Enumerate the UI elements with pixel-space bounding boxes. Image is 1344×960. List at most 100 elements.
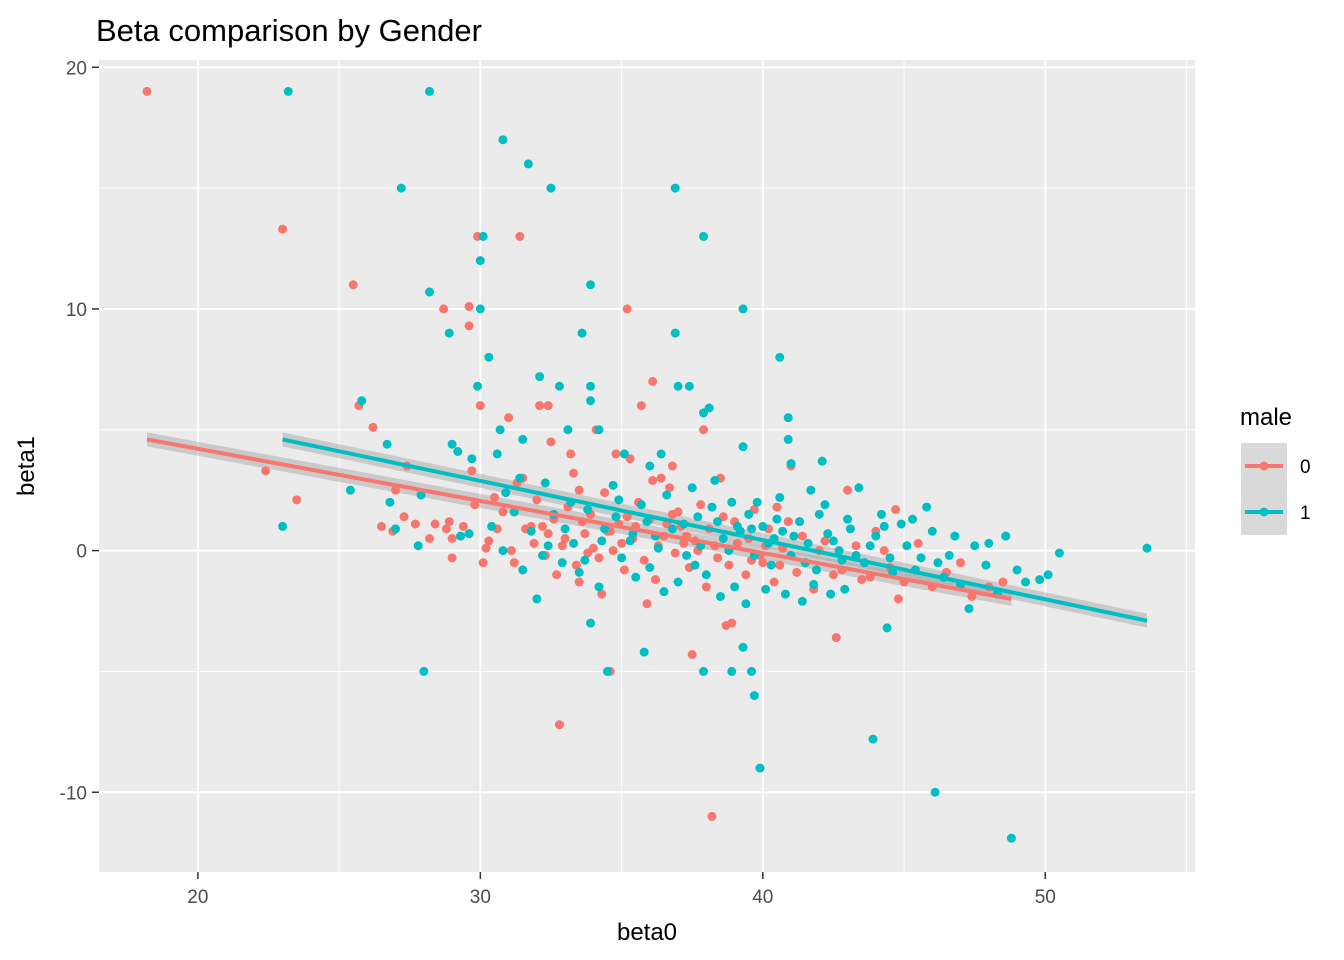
point-series-0 — [893, 594, 903, 604]
point-series-1 — [642, 517, 652, 527]
point-series-1 — [927, 526, 937, 536]
point-series-0 — [430, 519, 440, 529]
point-series-1 — [611, 512, 621, 522]
point-series-1 — [523, 159, 533, 169]
point-series-1 — [498, 135, 508, 145]
point-series-1 — [1035, 575, 1045, 585]
point-series-0 — [636, 401, 646, 411]
point-series-1 — [749, 691, 759, 701]
y-tick-label: -10 — [60, 783, 87, 804]
point-series-0 — [348, 280, 358, 290]
point-series-1 — [1043, 570, 1053, 580]
point-series-1 — [727, 666, 737, 676]
legend-key-point — [1259, 507, 1269, 517]
point-series-1 — [583, 505, 593, 514]
point-series-0 — [608, 546, 618, 556]
point-series-0 — [515, 231, 525, 241]
point-series-0 — [509, 558, 519, 568]
point-series-1 — [882, 623, 892, 633]
point-series-0 — [278, 224, 288, 234]
point-series-0 — [769, 577, 779, 587]
point-series-1 — [656, 449, 666, 459]
point-series-1 — [645, 461, 655, 471]
point-series-1 — [617, 553, 627, 563]
point-series-0 — [574, 485, 584, 495]
legend-title: male — [1240, 404, 1292, 431]
point-series-0 — [656, 473, 666, 483]
point-series-1 — [783, 434, 793, 444]
point-series-1 — [492, 449, 502, 459]
point-series-1 — [797, 596, 807, 606]
point-series-0 — [444, 517, 454, 527]
point-series-0 — [857, 575, 867, 585]
point-series-1 — [518, 565, 528, 575]
point-series-0 — [447, 553, 457, 563]
x-tick-label: 50 — [1035, 887, 1056, 908]
point-series-0 — [650, 575, 660, 585]
point-series-1 — [970, 541, 980, 551]
point-series-1 — [755, 763, 765, 773]
point-series-0 — [775, 560, 785, 570]
point-series-0 — [470, 500, 480, 510]
point-series-0 — [543, 529, 553, 539]
point-series-1 — [933, 558, 943, 568]
point-series-0 — [481, 543, 491, 553]
point-series-0 — [611, 449, 621, 459]
point-series-1 — [614, 495, 624, 505]
point-series-0 — [679, 538, 689, 548]
point-series-1 — [586, 618, 596, 628]
point-series-0 — [464, 302, 474, 311]
point-series-1 — [690, 560, 700, 570]
x-axis-title: beta0 — [617, 919, 677, 946]
point-series-1 — [710, 476, 720, 485]
point-series-0 — [843, 485, 853, 495]
point-series-1 — [673, 381, 683, 391]
fit-lines — [146, 437, 1148, 623]
point-series-0 — [484, 536, 494, 546]
point-series-1 — [1001, 531, 1011, 541]
point-series-0 — [642, 599, 652, 609]
point-series-1 — [964, 604, 974, 614]
point-series-1 — [526, 526, 536, 536]
point-series-1 — [840, 584, 850, 594]
y-tick-label: 0 — [76, 542, 87, 563]
point-series-0 — [368, 422, 378, 432]
point-series-1 — [594, 582, 604, 592]
point-series-0 — [758, 558, 768, 568]
point-series-0 — [571, 560, 581, 570]
point-series-1 — [532, 594, 542, 604]
point-series-0 — [529, 538, 539, 548]
point-series-0 — [792, 567, 802, 577]
point-series-1 — [747, 524, 757, 534]
point-series-1 — [554, 381, 564, 391]
point-series-1 — [424, 287, 434, 297]
point-series-0 — [707, 811, 717, 821]
point-series-1 — [509, 507, 519, 517]
point-series-1 — [659, 587, 669, 597]
point-series-0 — [583, 548, 593, 558]
point-series-0 — [467, 466, 477, 476]
point-series-1 — [577, 328, 587, 338]
point-series-1 — [761, 584, 771, 594]
point-series-1 — [580, 555, 590, 565]
point-series-1 — [786, 459, 796, 469]
point-series-0 — [447, 534, 457, 543]
point-series-1 — [684, 381, 694, 391]
point-series-0 — [828, 570, 838, 580]
point-series-0 — [648, 376, 658, 386]
point-series-0 — [831, 633, 841, 643]
point-series-1 — [464, 529, 474, 539]
point-series-1 — [811, 565, 821, 575]
point-series-1 — [456, 531, 466, 541]
point-series-0 — [667, 461, 677, 471]
point-series-1 — [574, 567, 584, 577]
point-series-1 — [789, 531, 799, 541]
point-series-0 — [537, 521, 547, 531]
point-series-1 — [1012, 565, 1022, 575]
point-series-1 — [687, 483, 697, 493]
point-series-1 — [543, 541, 553, 551]
x-tick-label: 20 — [187, 887, 208, 908]
point-series-0 — [580, 529, 590, 539]
fit-line-0 — [146, 437, 1012, 601]
